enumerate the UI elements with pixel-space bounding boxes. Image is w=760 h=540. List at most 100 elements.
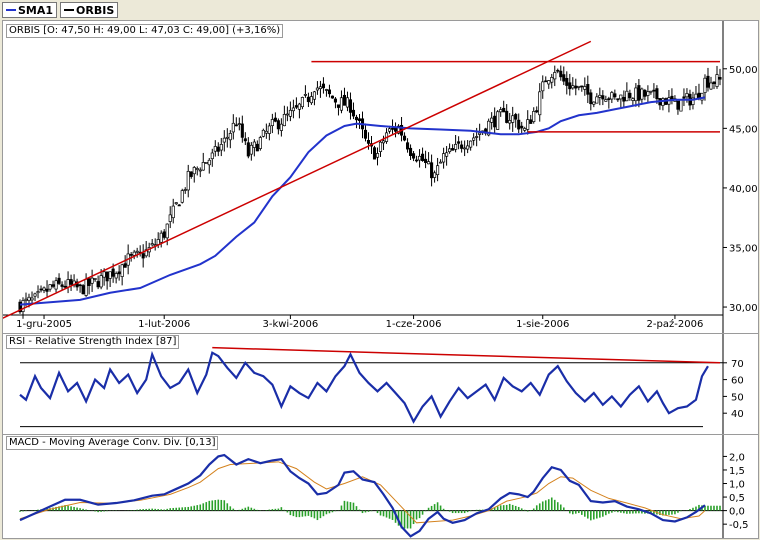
candle-body (45, 288, 49, 292)
candle-body (652, 89, 656, 92)
candle-body (90, 277, 94, 284)
x-tick-label: 2-paź-2006 (647, 318, 704, 330)
candle-body (517, 119, 521, 130)
macd-signal-line (19, 461, 706, 524)
candle-body (646, 91, 650, 96)
candle-body (162, 231, 166, 238)
candle-body (36, 291, 40, 294)
candle-body (709, 82, 713, 90)
y-tick-label: 0,0 (729, 507, 745, 518)
candle-body (505, 110, 509, 123)
candle-body (402, 135, 407, 141)
rsi-chart[interactable]: 40 50 60 70 (3, 334, 758, 434)
candle-body (87, 278, 91, 286)
candle-body (48, 284, 52, 290)
legend-item-sma[interactable]: SMA1 (2, 2, 58, 18)
candle-body (499, 109, 503, 113)
candle-body (39, 288, 43, 291)
candle-body (324, 89, 328, 91)
candle-body (276, 120, 280, 130)
candle-body (339, 97, 344, 111)
y-tick-label: 0,5 (729, 493, 745, 504)
candle-body (282, 113, 286, 127)
candle-body (637, 85, 641, 101)
candle-body (357, 118, 362, 122)
candle-body (601, 95, 605, 100)
candle-body (619, 94, 623, 100)
candle-body (387, 128, 392, 132)
candle-body (433, 172, 437, 178)
price-panel: 30,00 35,00 40,00 45,00 50,00 1-gru-2005 1-lut… (2, 20, 759, 334)
candle-body (120, 264, 124, 277)
candle-body (418, 155, 422, 161)
candle-body (171, 205, 175, 219)
candle-body (252, 141, 256, 148)
legend-label-orbis: ORBIS (76, 3, 115, 17)
y-tick-label: -0,5 (729, 520, 749, 531)
candle-body (424, 158, 428, 163)
candle-body (679, 99, 683, 112)
candle-body (550, 77, 554, 83)
candle-body (345, 97, 350, 108)
candle-body (655, 88, 659, 100)
candle-body (436, 165, 440, 176)
candle-body (63, 285, 67, 288)
legend-swatch-orbis (64, 9, 75, 11)
candle-body (562, 74, 566, 82)
candle-body (246, 142, 250, 157)
candle-body (255, 143, 259, 152)
candle-body (291, 107, 295, 112)
legend-item-orbis[interactable]: ORBIS (60, 2, 119, 18)
candle-body (412, 153, 416, 159)
candle-body (574, 85, 578, 89)
candle-body (57, 277, 61, 284)
macd-chart[interactable]: -0,5 0,0 0,5 1,0 1,5 2,0 (3, 435, 758, 538)
candle-body (439, 161, 443, 164)
candle-body (336, 104, 341, 108)
candle-body (526, 119, 530, 130)
candle-body (529, 119, 533, 124)
candle-body (288, 109, 292, 117)
candle-body (607, 98, 611, 100)
candle-body (463, 147, 467, 150)
candle-body (375, 153, 380, 158)
candle-body (643, 90, 647, 97)
candle-body (628, 92, 632, 99)
price-chart[interactable]: 30,00 35,00 40,00 45,00 50,00 1-gru-2005 1-lut… (3, 21, 758, 333)
candle-body (415, 159, 419, 162)
candle-body (430, 162, 434, 179)
candle-body (706, 75, 710, 88)
rsi-chart-title: RSI - Relative Strength Index [87] (6, 335, 180, 349)
y-tick-label: 40 (731, 409, 744, 420)
candle-body (96, 281, 100, 288)
candle-body (342, 94, 347, 106)
candle-body (703, 77, 707, 93)
macd-line (19, 453, 706, 538)
x-tick-label: 1-gru-2005 (16, 319, 72, 330)
candle-body (586, 83, 590, 95)
candle-body (589, 92, 593, 105)
candle-body (595, 96, 599, 104)
candle-body (225, 136, 229, 139)
rsi-panel: 40 50 60 70 RSI - Relative Strength Index [… (2, 333, 759, 435)
candle-body (237, 123, 241, 125)
candle-body (21, 300, 25, 312)
candle-body (598, 94, 602, 98)
candle-body (604, 99, 608, 102)
candle-body (553, 72, 557, 80)
candle-body (442, 153, 446, 163)
candle-body (93, 278, 97, 280)
candle-body (180, 190, 184, 203)
sma-line (19, 96, 706, 306)
candle-body (27, 296, 31, 301)
candle-body (649, 90, 653, 93)
candle-body (177, 204, 181, 207)
candle-body (192, 167, 196, 175)
candle-body (363, 129, 368, 139)
candle-body (258, 137, 262, 149)
candle-body (249, 144, 253, 155)
candle-body (309, 96, 313, 104)
candle-body (348, 99, 353, 113)
candle-body (661, 98, 665, 106)
candle-body (559, 70, 563, 78)
